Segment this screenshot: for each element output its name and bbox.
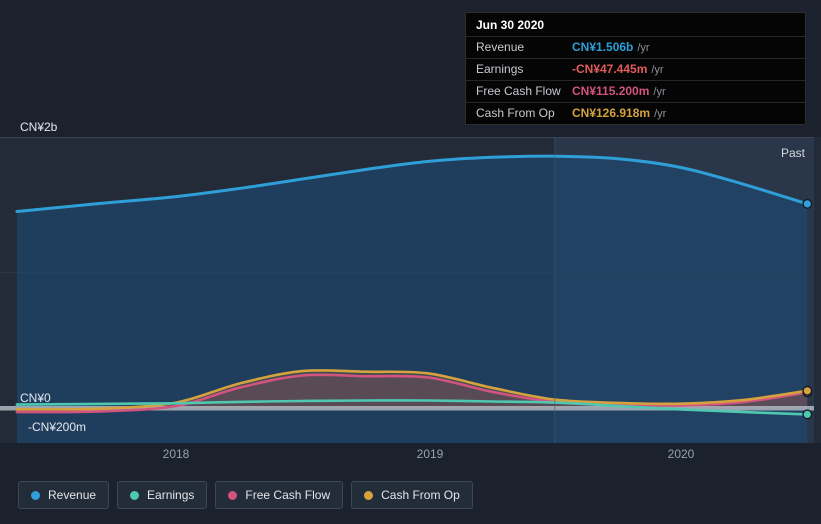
tooltip-row-cash-from-op: Cash From Op CN¥126.918m /yr	[466, 102, 805, 124]
legend-label: Earnings	[147, 488, 195, 502]
y-axis-label-2b: CN¥2b	[20, 120, 58, 134]
legend-item-free-cash-flow[interactable]: Free Cash Flow	[215, 481, 344, 509]
tooltip-unit: /yr	[653, 86, 666, 98]
tooltip-row-free-cash-flow: Free Cash Flow CN¥115.200m /yr	[466, 80, 805, 102]
tooltip-date: Jun 30 2020	[476, 18, 545, 32]
free-cash-flow-dot-icon	[228, 490, 238, 500]
revenue-line	[15, 154, 809, 213]
legend-item-revenue[interactable]: Revenue	[18, 481, 110, 509]
x-axis-label-2019: 2019	[416, 447, 444, 461]
legend-label: Revenue	[48, 488, 97, 502]
zero-line	[0, 406, 814, 411]
cash-from-op-endpoint-dot	[802, 385, 813, 396]
timeseries-chart[interactable]	[0, 0, 821, 470]
legend-item-cash-from-op[interactable]: Cash From Op	[351, 481, 473, 509]
tooltip-label: Revenue	[476, 40, 525, 54]
legend-label: Free Cash Flow	[245, 488, 331, 502]
revenue-dot-icon	[31, 490, 40, 500]
tooltip-value: -CN¥47.445m	[572, 62, 648, 76]
x-axis-label-2020: 2020	[667, 447, 695, 461]
tooltip-row-revenue: Revenue CN¥1.506b /yr	[466, 36, 805, 58]
x-axis-label-2018: 2018	[162, 447, 190, 461]
tooltip-unit: /yr	[654, 108, 667, 120]
hover-tooltip: Jun 30 2020 Revenue CN¥1.506b /yr Earnin…	[465, 12, 806, 125]
tooltip-unit: /yr	[637, 42, 650, 54]
legend-item-earnings[interactable]: Earnings	[117, 481, 208, 509]
free-cash-flow-line	[15, 373, 809, 414]
past-region-label: Past	[780, 146, 805, 160]
revenue-endpoint-dot	[802, 198, 813, 209]
tooltip-value: CN¥1.506b	[572, 40, 634, 54]
earnings-line	[15, 399, 809, 416]
cash-from-op-dot-icon	[364, 490, 374, 500]
tooltip-row-earnings: Earnings -CN¥47.445m /yr	[466, 58, 805, 80]
earnings-dot-icon	[130, 490, 140, 500]
tooltip-label: Cash From Op	[476, 106, 555, 120]
tooltip-label: Free Cash Flow	[476, 84, 561, 98]
chart-legend: Revenue Earnings Free Cash Flow Cash Fro…	[18, 481, 473, 509]
y-axis-label-zero: CN¥0	[20, 391, 51, 405]
revenue-area	[16, 156, 808, 444]
cash-from-op-area	[16, 370, 808, 410]
tooltip-unit: /yr	[651, 64, 664, 76]
y-axis-label-neg200: -CN¥200m	[28, 420, 87, 434]
tooltip-value: CN¥115.200m	[572, 84, 650, 98]
legend-label: Cash From Op	[381, 488, 460, 502]
tooltip-label: Earnings	[476, 62, 524, 76]
tooltip-value: CN¥126.918m	[572, 106, 651, 120]
earnings-endpoint-dot	[802, 409, 813, 420]
